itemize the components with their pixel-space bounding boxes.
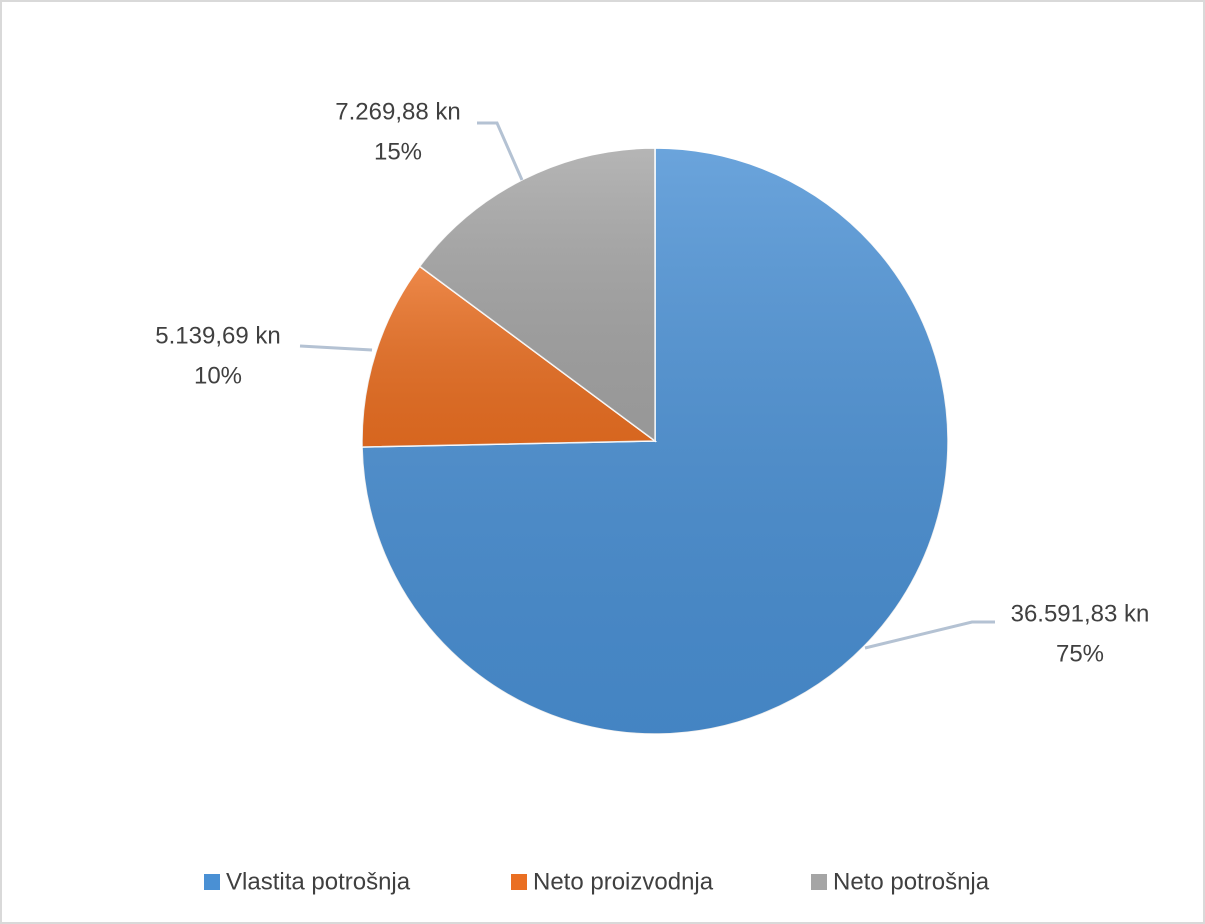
data-label: 36.591,83 kn bbox=[1011, 600, 1150, 627]
legend-label: Neto proizvodnja bbox=[533, 868, 714, 895]
data-label: 5.139,69 kn bbox=[155, 322, 280, 349]
legend-swatch bbox=[811, 874, 827, 890]
data-label: 7.269,88 kn bbox=[335, 98, 460, 125]
leader-line bbox=[864, 620, 995, 650]
legend-swatch bbox=[511, 874, 527, 890]
legend-swatch bbox=[204, 874, 220, 890]
legend-label: Vlastita potrošnja bbox=[226, 868, 411, 895]
leader-line bbox=[477, 121, 524, 181]
percent-label: 10% bbox=[194, 362, 242, 389]
percent-label: 15% bbox=[374, 138, 422, 165]
percent-label: 75% bbox=[1056, 640, 1104, 667]
legend-label: Neto potrošnja bbox=[833, 868, 990, 895]
leader-line bbox=[299, 344, 373, 352]
